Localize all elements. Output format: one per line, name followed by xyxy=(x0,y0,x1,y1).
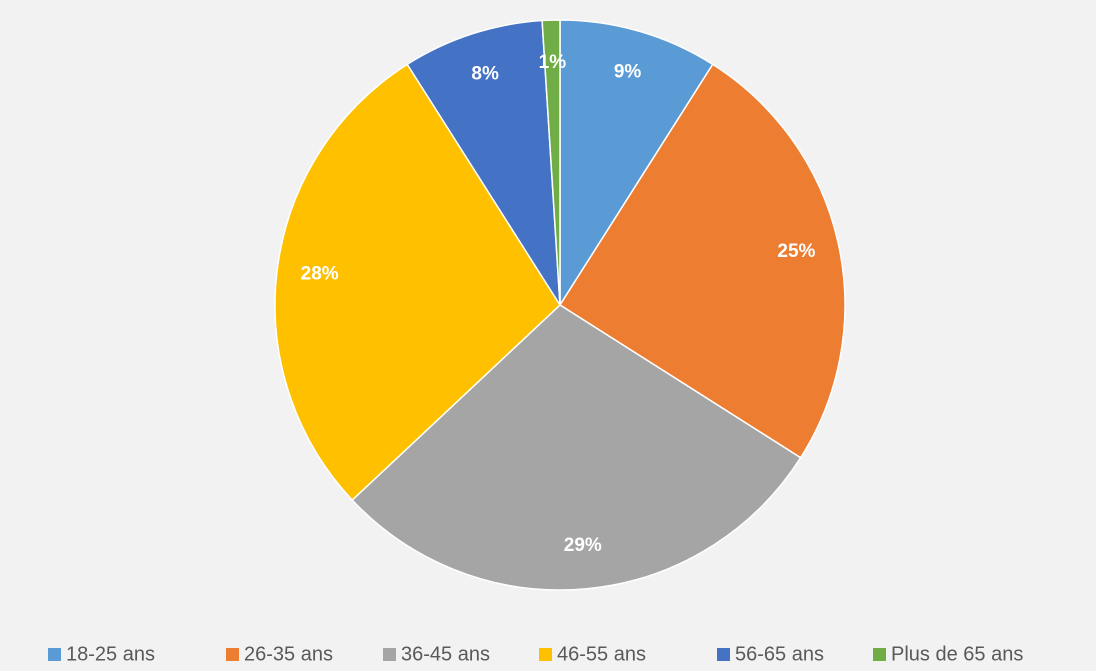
data-label: 25% xyxy=(777,241,815,262)
data-label: 8% xyxy=(471,64,499,85)
data-label: 9% xyxy=(614,61,642,82)
legend-label: 26-35 ans xyxy=(244,643,333,665)
pie-slice xyxy=(558,63,846,459)
legend-label: 56-65 ans xyxy=(735,643,824,665)
legend-swatch xyxy=(873,648,886,661)
legend-label: 36-45 ans xyxy=(401,643,490,665)
legend-swatch xyxy=(383,648,396,661)
legend-label: 18-25 ans xyxy=(66,643,155,665)
pie-slice xyxy=(274,63,561,502)
legend-swatch xyxy=(539,648,552,661)
data-label: 29% xyxy=(564,535,602,556)
data-label: 1% xyxy=(539,52,567,73)
legend-label: 46-55 ans xyxy=(557,643,646,665)
legend-swatch xyxy=(226,648,239,661)
legend-label: Plus de 65 ans xyxy=(891,643,1023,665)
pie-slice xyxy=(351,304,802,591)
pie-slice xyxy=(406,19,561,306)
pie-slice xyxy=(541,19,561,306)
data-label: 28% xyxy=(301,264,339,285)
legend-swatch xyxy=(717,648,730,661)
legend-swatch xyxy=(48,648,61,661)
pie-slice xyxy=(559,19,714,308)
